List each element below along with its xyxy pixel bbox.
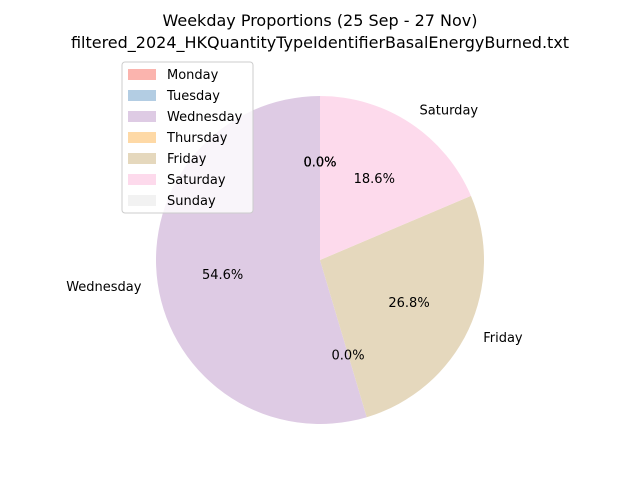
legend-swatch-friday [128,153,156,164]
percent-label-thursday: 0.0% [332,348,365,363]
percent-label-monday: 0.0% [303,156,336,171]
percent-label-saturday: 18.6% [354,172,395,187]
percent-label-tuesday: 0.0% [303,156,336,171]
legend-label-sunday: Sunday [167,194,216,209]
slice-label-wednesday: Wednesday [66,280,142,295]
legend-swatch-monday [128,69,156,80]
percent-label-friday: 26.8% [388,296,429,311]
percent-labels: 0.0%0.0%54.6%0.0%26.8%18.6%0.0% [202,156,430,364]
chart-subtitle: filtered_2024_HKQuantityTypeIdentifierBa… [71,33,569,53]
legend-label-saturday: Saturday [167,173,226,188]
legend-swatch-thursday [128,132,156,143]
legend-label-monday: Monday [167,68,219,83]
chart-title: Weekday Proportions (25 Sep - 27 Nov) [162,11,477,30]
legend-swatch-saturday [128,174,156,185]
slice-label-friday: Friday [483,331,523,346]
slice-labels: Wednesday Friday Saturday [66,104,523,346]
legend-label-thursday: Thursday [166,131,228,146]
legend-label-tuesday: Tuesday [166,89,220,104]
pie-slice-saturday [320,95,471,260]
legend-swatch-sunday [128,195,156,206]
legend-swatch-wednesday [128,111,156,122]
slice-label-saturday: Saturday [420,104,479,119]
pie-slice-friday [320,195,484,418]
legend-label-wednesday: Wednesday [167,110,243,125]
legend: Monday Tuesday Wednesday Thursday Friday Satu… [121,61,254,214]
percent-label-sunday: 0.0% [303,156,336,171]
legend-swatch-tuesday [128,90,156,101]
percent-label-wednesday: 54.6% [202,268,243,283]
legend-label-friday: Friday [167,152,207,167]
